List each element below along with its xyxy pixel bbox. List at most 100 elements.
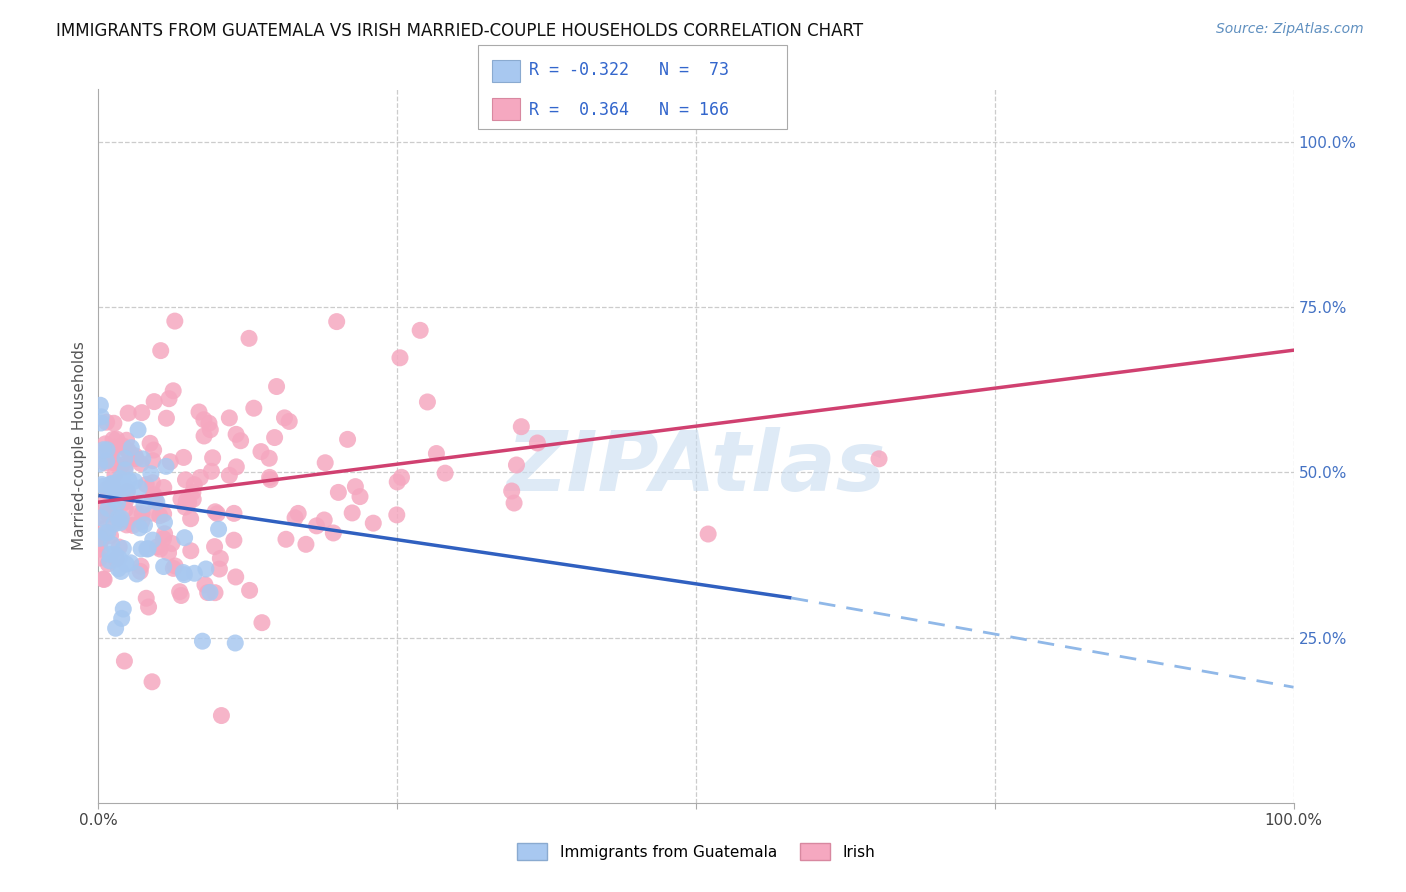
Point bbox=[328, 485, 350, 500]
Point bbox=[103, 443, 125, 458]
Point bbox=[180, 543, 202, 558]
Point bbox=[181, 485, 204, 500]
Point bbox=[91, 446, 114, 460]
Point bbox=[90, 416, 112, 430]
Point bbox=[100, 506, 122, 520]
Point bbox=[146, 495, 169, 509]
Point bbox=[97, 557, 120, 571]
Point bbox=[139, 436, 162, 450]
Point bbox=[100, 483, 122, 497]
Point bbox=[96, 454, 118, 468]
Point bbox=[129, 559, 152, 574]
Point bbox=[115, 483, 138, 497]
Point bbox=[173, 567, 195, 582]
Point bbox=[274, 533, 297, 547]
Point bbox=[201, 450, 224, 465]
Point bbox=[110, 477, 132, 491]
Point bbox=[218, 468, 240, 483]
Point bbox=[89, 542, 111, 557]
Point bbox=[141, 674, 163, 689]
Point bbox=[225, 427, 247, 442]
Point bbox=[112, 541, 135, 556]
Point bbox=[97, 507, 120, 521]
Point bbox=[104, 493, 127, 508]
Point bbox=[100, 537, 122, 551]
Text: R =  0.364   N = 166: R = 0.364 N = 166 bbox=[529, 101, 728, 119]
Point bbox=[104, 621, 127, 635]
Point bbox=[173, 531, 195, 545]
Point bbox=[89, 398, 111, 412]
Point bbox=[183, 477, 205, 491]
Point bbox=[250, 615, 273, 630]
Point bbox=[208, 562, 231, 576]
Point bbox=[135, 477, 157, 491]
Point bbox=[107, 475, 129, 490]
Point bbox=[142, 475, 165, 490]
Point bbox=[409, 323, 432, 337]
Point bbox=[97, 525, 120, 540]
Point bbox=[200, 464, 222, 478]
Point bbox=[94, 525, 117, 540]
Point bbox=[115, 557, 138, 571]
Point bbox=[104, 483, 127, 498]
Point bbox=[115, 517, 138, 532]
Point bbox=[209, 551, 232, 566]
Point bbox=[117, 443, 139, 458]
Point bbox=[125, 567, 148, 582]
Point bbox=[152, 507, 174, 521]
Point bbox=[101, 483, 124, 498]
Point bbox=[152, 559, 174, 574]
Point bbox=[112, 602, 135, 616]
Point bbox=[325, 315, 347, 329]
Point bbox=[100, 529, 122, 543]
Point bbox=[155, 411, 177, 425]
Point bbox=[152, 481, 174, 495]
Point bbox=[322, 525, 344, 540]
Point bbox=[868, 451, 890, 466]
Point bbox=[125, 507, 148, 521]
Point bbox=[142, 491, 165, 505]
Point bbox=[177, 495, 200, 509]
Point bbox=[124, 449, 146, 463]
Point bbox=[188, 470, 211, 484]
Point bbox=[273, 410, 295, 425]
Point bbox=[142, 453, 165, 467]
Point bbox=[114, 451, 136, 466]
Point bbox=[225, 570, 247, 584]
Point bbox=[149, 508, 172, 523]
Point bbox=[160, 536, 183, 550]
Point bbox=[188, 405, 211, 419]
Point bbox=[107, 496, 129, 510]
Point bbox=[162, 561, 184, 575]
Point bbox=[128, 481, 150, 495]
Point bbox=[89, 508, 111, 523]
Point bbox=[238, 331, 260, 345]
Point bbox=[97, 501, 120, 516]
Point bbox=[191, 634, 214, 648]
Point bbox=[266, 379, 288, 393]
Point bbox=[111, 475, 134, 490]
Point bbox=[278, 414, 301, 428]
Point bbox=[124, 474, 146, 488]
Point bbox=[259, 473, 281, 487]
Point bbox=[101, 476, 124, 491]
Point bbox=[181, 492, 204, 507]
Point bbox=[108, 551, 131, 566]
Point bbox=[89, 536, 111, 550]
Point bbox=[108, 540, 131, 554]
Point bbox=[110, 511, 132, 525]
Point bbox=[209, 708, 232, 723]
Point bbox=[108, 516, 131, 530]
Point bbox=[143, 394, 166, 409]
Point bbox=[110, 565, 132, 579]
Point bbox=[194, 578, 217, 592]
Point bbox=[388, 351, 411, 365]
Point bbox=[503, 496, 526, 510]
Point bbox=[204, 585, 226, 599]
Point bbox=[314, 456, 336, 470]
Point bbox=[340, 506, 363, 520]
Point bbox=[107, 510, 129, 524]
Point bbox=[510, 419, 533, 434]
Point bbox=[143, 493, 166, 508]
Text: R = -0.322   N =  73: R = -0.322 N = 73 bbox=[529, 61, 728, 78]
